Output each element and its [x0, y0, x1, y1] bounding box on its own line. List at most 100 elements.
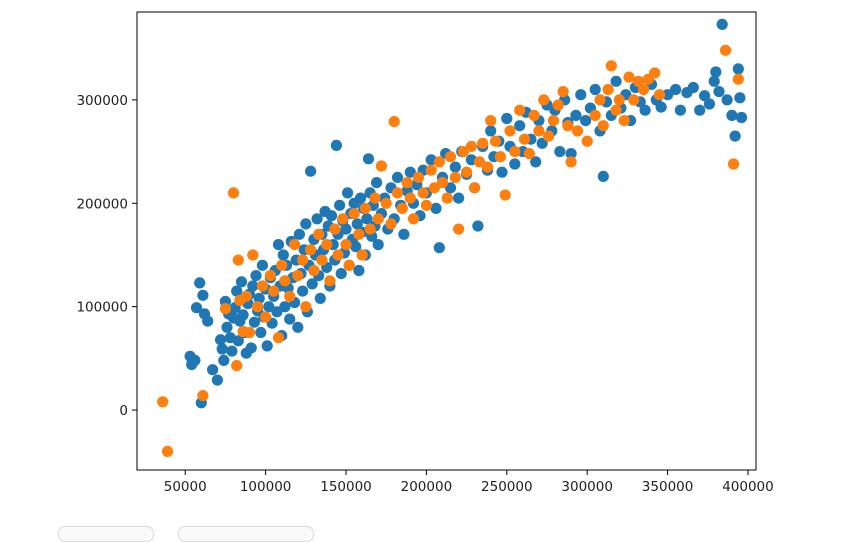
series-2-point: [623, 71, 635, 83]
series-1-point: [716, 18, 728, 30]
series-1-point: [231, 285, 243, 297]
series-1-point: [232, 335, 244, 347]
series-2-point: [453, 223, 465, 235]
series-2-point: [231, 360, 243, 372]
bottom-control-right[interactable]: [178, 526, 314, 542]
x-tick-label: 100000: [240, 479, 292, 495]
x-tick-label: 150000: [320, 479, 372, 495]
series-1-point: [570, 109, 582, 121]
series-1-point: [325, 210, 338, 222]
series-1-point: [351, 218, 363, 230]
series-1-point: [300, 218, 312, 230]
series-1-point: [721, 94, 733, 106]
series-2-point: [313, 228, 325, 240]
series-1-point: [453, 192, 465, 204]
series-2-point: [719, 44, 732, 56]
series-2-point: [538, 94, 550, 106]
series-1-point: [670, 83, 682, 96]
series-2-point: [276, 259, 288, 271]
series-1-point: [342, 187, 354, 199]
series-2-point: [594, 94, 606, 106]
series-2-point: [428, 182, 440, 194]
series-1-point: [472, 220, 484, 232]
series-2-point: [473, 156, 486, 168]
series-1-point: [514, 120, 526, 132]
series-1-point: [218, 354, 230, 366]
series-1-point: [284, 313, 296, 325]
series-1-point: [207, 364, 219, 376]
series-2-point: [359, 202, 371, 214]
series-1-point: [361, 213, 373, 225]
series-2-point: [610, 104, 622, 116]
series-1-point: [306, 278, 318, 290]
series-1-point: [639, 104, 651, 116]
series-2-point: [404, 192, 416, 204]
series-1-point: [292, 321, 304, 333]
series-2-point: [247, 249, 259, 261]
series-2-point: [562, 120, 574, 132]
series-1-point: [272, 239, 285, 251]
series-2-point: [417, 187, 429, 199]
series-2-point: [441, 192, 453, 204]
series-2-point: [412, 171, 424, 183]
series-1-point: [610, 75, 622, 87]
series-1-point: [433, 242, 445, 254]
series-2-point: [618, 115, 630, 127]
series-2-point: [425, 164, 437, 176]
series-2-point: [605, 60, 617, 72]
series-1-point: [674, 104, 687, 116]
series-2-point: [433, 156, 445, 168]
series-1-point: [735, 111, 748, 124]
series-2-point: [633, 75, 645, 87]
series-1-point: [655, 101, 667, 113]
series-1-point: [430, 202, 442, 214]
series-1-point: [216, 343, 228, 355]
series-1-point: [354, 192, 367, 204]
series-2-point: [653, 89, 666, 101]
series-1-point: [255, 326, 267, 339]
y-tick-label: 100000: [76, 300, 128, 316]
series-1-point: [311, 213, 323, 225]
series-2-point: [161, 445, 174, 457]
series-2-point: [518, 133, 531, 145]
x-tick-label: 50000: [164, 479, 207, 495]
series-1-point: [398, 228, 410, 240]
series-2-point: [297, 254, 309, 266]
bottom-control-left[interactable]: [58, 526, 154, 542]
series-1-point: [330, 139, 342, 151]
y-tick-label: 300000: [76, 93, 128, 109]
series-2-point: [157, 396, 169, 408]
series-1-point: [694, 104, 706, 116]
series-1-point: [444, 182, 457, 194]
series-1-point: [237, 309, 249, 321]
series-2-point: [499, 189, 511, 201]
series-2-point: [481, 161, 494, 173]
x-tick-label: 400000: [722, 479, 774, 495]
series-2-point: [279, 275, 291, 287]
series-2-point: [465, 140, 477, 152]
series-1-point: [726, 109, 738, 121]
series-1-point: [263, 301, 275, 313]
series-1-point: [215, 334, 227, 346]
series-1-point: [350, 241, 362, 253]
y-tick-label: 200000: [76, 196, 128, 212]
series-2-point: [637, 83, 650, 96]
series-2-point: [289, 239, 301, 251]
points-layer: [157, 18, 748, 457]
series-2-point: [372, 213, 384, 225]
series-1-point: [703, 98, 716, 110]
series-1-point: [335, 268, 347, 280]
series-2-point: [197, 390, 209, 402]
x-tick-label: 300000: [561, 479, 613, 495]
y-axis: 0 100000 200000 300000: [76, 93, 137, 419]
series-2-point: [407, 213, 420, 225]
series-2-point: [557, 86, 569, 98]
series-1-point: [404, 166, 416, 178]
series-1-point: [565, 148, 577, 160]
series-2-point: [732, 73, 744, 85]
series-2-point: [509, 146, 521, 158]
series-1-point: [732, 63, 744, 75]
series-2-point: [324, 275, 336, 287]
series-2-point: [364, 223, 376, 235]
series-2-point: [477, 137, 489, 149]
